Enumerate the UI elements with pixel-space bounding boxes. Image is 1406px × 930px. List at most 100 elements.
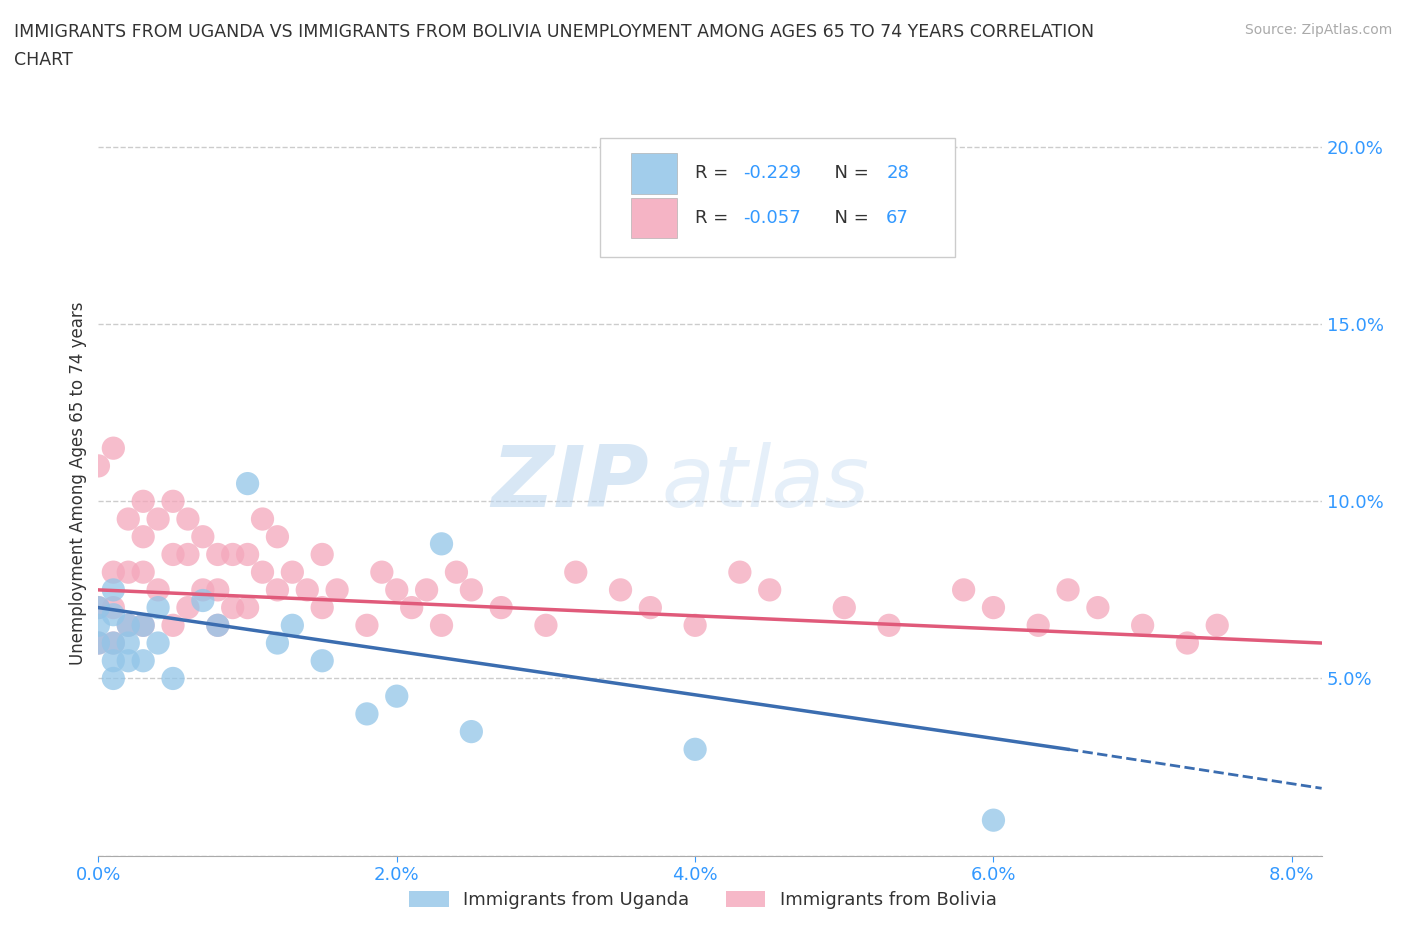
Point [117,618,139,632]
Point [446,565,468,579]
Point [311,600,333,615]
Text: 28: 28 [886,165,910,182]
Point [983,600,1005,615]
Point [460,724,482,739]
Point [326,582,349,597]
Point [162,494,184,509]
Point [132,529,155,544]
Point [565,565,588,579]
Text: N =: N = [823,209,875,227]
Point [385,582,408,597]
Point [162,547,184,562]
Text: R =: R = [696,165,734,182]
FancyBboxPatch shape [600,138,955,257]
Point [281,565,304,579]
Point [1087,600,1109,615]
Point [236,600,259,615]
Point [640,600,662,615]
Point [162,671,184,686]
Point [103,607,125,622]
Point [207,582,229,597]
Point [489,600,512,615]
Point [758,582,780,597]
Point [266,582,288,597]
Point [385,689,408,704]
Point [683,618,706,632]
Point [103,653,125,668]
Point [132,653,155,668]
Point [311,653,333,668]
Point [87,635,110,650]
Point [87,618,110,632]
Point [117,565,139,579]
Text: atlas: atlas [661,442,869,525]
Point [103,441,125,456]
Point [266,529,288,544]
Point [103,671,125,686]
Point [460,582,482,597]
Point [832,600,855,615]
Point [177,512,200,526]
Point [87,600,110,615]
Point [177,600,200,615]
Point [281,618,304,632]
Point [430,618,453,632]
Point [371,565,394,579]
Point [266,635,288,650]
Y-axis label: Unemployment Among Ages 65 to 74 years: Unemployment Among Ages 65 to 74 years [69,302,87,665]
Point [132,618,155,632]
Point [146,582,169,597]
Point [177,547,200,562]
Text: -0.229: -0.229 [742,165,801,182]
Point [87,458,110,473]
Point [103,565,125,579]
Point [191,582,214,597]
Point [728,565,751,579]
Point [311,547,333,562]
Point [117,512,139,526]
Text: Source: ZipAtlas.com: Source: ZipAtlas.com [1244,23,1392,37]
Point [117,635,139,650]
Point [146,600,169,615]
Point [952,582,974,597]
Point [191,529,214,544]
Point [207,618,229,632]
Text: -0.057: -0.057 [742,209,801,227]
Point [356,618,378,632]
Point [162,618,184,632]
Point [236,547,259,562]
Point [1026,618,1049,632]
Point [1057,582,1080,597]
Point [87,635,110,650]
Point [430,537,453,551]
Point [252,565,274,579]
Text: R =: R = [696,209,734,227]
Text: N =: N = [823,165,875,182]
Bar [630,153,678,193]
Point [609,582,631,597]
Text: CHART: CHART [14,51,73,69]
Point [87,600,110,615]
Point [117,618,139,632]
Point [252,512,274,526]
Point [415,582,437,597]
Point [207,547,229,562]
Point [132,618,155,632]
Point [117,653,139,668]
Point [877,618,900,632]
Point [103,582,125,597]
Point [297,582,319,597]
Point [534,618,557,632]
Point [221,547,243,562]
Point [103,600,125,615]
Point [1132,618,1154,632]
Text: ZIP: ZIP [491,442,648,525]
Point [221,600,243,615]
Point [103,635,125,650]
Point [356,707,378,722]
Point [1177,635,1199,650]
Point [1206,618,1229,632]
Point [146,512,169,526]
Point [132,494,155,509]
Point [236,476,259,491]
